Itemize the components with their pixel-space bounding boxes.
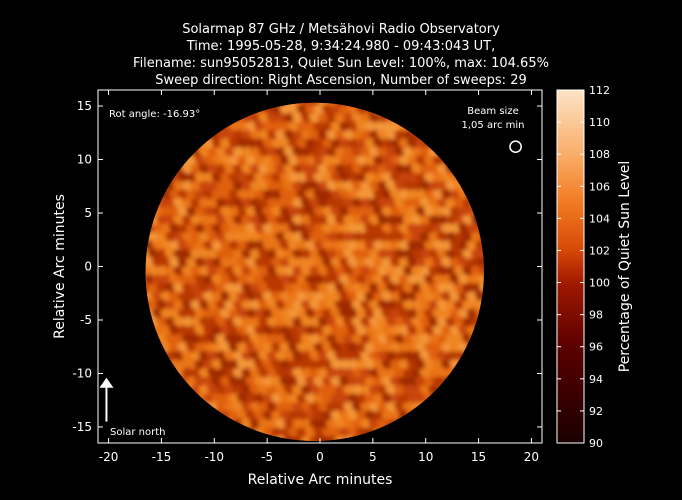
x-tick-label: 15: [471, 450, 486, 464]
y-axis-label: Relative Arc minutes: [52, 194, 68, 339]
x-tick-label: -20: [99, 450, 119, 464]
colorbar-tick-label: 98: [589, 309, 603, 322]
chart-title-line-4: Sweep direction: Right Ascension, Number…: [155, 73, 527, 88]
colorbar-tick-label: 94: [589, 373, 603, 386]
x-axis-label: Relative Arc minutes: [248, 472, 393, 488]
colorbar-tick-label: 102: [589, 244, 610, 257]
rot-angle-annotation: Rot angle: -16.93°: [109, 109, 200, 120]
colorbar-label: Percentage of Quiet Sun Level: [617, 161, 633, 373]
colorbar-tick-label: 106: [589, 180, 610, 193]
x-axis: -20 -15 -10 -5 0 5 10 15 20: [99, 90, 539, 464]
y-axis: -15 -10 -5 0 5 10 15: [72, 99, 542, 434]
beam-size-label: Beam size: [467, 106, 518, 117]
y-tick-label: 15: [77, 99, 92, 113]
colorbar-tick-label: 112: [589, 84, 610, 97]
colorbar-tick-label: 100: [589, 277, 610, 290]
y-tick-label: -5: [80, 313, 92, 327]
colorbar-tick-label: 110: [589, 116, 610, 129]
y-tick-label: -10: [72, 366, 92, 380]
beam-size-value: 1,05 arc min: [462, 120, 525, 131]
y-tick-label: 5: [84, 206, 92, 220]
solar-north-arrow-icon: [99, 377, 114, 422]
x-tick-label: -5: [261, 450, 273, 464]
colorbar: [556, 89, 585, 444]
chart-title-line-2: Time: 1995-05-28, 9:34:24.980 - 09:43:04…: [186, 39, 496, 54]
y-tick-label: 10: [77, 153, 92, 167]
colorbar-tick-label: 104: [589, 212, 610, 225]
chart-title-line-1: Solarmap 87 GHz / Metsähovi Radio Observ…: [182, 22, 500, 37]
x-tick-label: 5: [369, 450, 377, 464]
colorbar-tick-label: 96: [589, 341, 603, 354]
colorbar-tick-label: 108: [589, 148, 610, 161]
solar-disk: [145, 102, 484, 441]
colorbar-ticks: 90 92 94 96 98 100 102 104 106 108 110 112: [557, 84, 610, 450]
y-tick-label: 0: [84, 260, 92, 274]
chart-title-line-3: Filename: sun95052813, Quiet Sun Level: …: [133, 56, 549, 71]
solar-north-label: Solar north: [110, 427, 166, 438]
x-tick-label: 10: [418, 450, 433, 464]
x-tick-label: 20: [524, 450, 539, 464]
colorbar-tick-label: 90: [589, 437, 603, 450]
colorbar-tick-label: 92: [589, 405, 603, 418]
solar-disk-texture: [145, 102, 484, 441]
x-tick-label: -10: [204, 450, 224, 464]
y-tick-label: -15: [72, 420, 92, 434]
beam-size-circle: [509, 140, 522, 154]
x-tick-label: 0: [316, 450, 324, 464]
x-tick-label: -15: [152, 450, 172, 464]
